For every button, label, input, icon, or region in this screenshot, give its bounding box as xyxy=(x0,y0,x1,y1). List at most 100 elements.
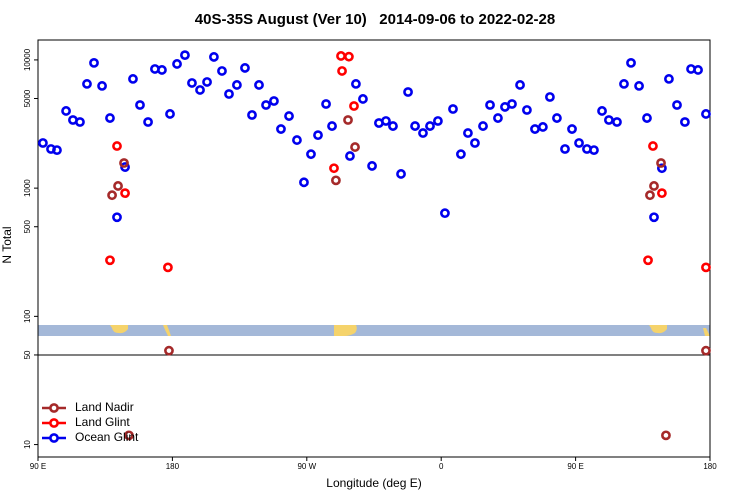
data-point xyxy=(276,124,286,134)
data-point xyxy=(701,109,711,119)
data-point xyxy=(410,121,420,131)
data-point xyxy=(105,255,115,266)
data-point xyxy=(634,81,644,91)
data-point xyxy=(657,188,667,199)
data-point xyxy=(657,163,667,174)
y-tick-label: 500 xyxy=(23,220,32,234)
x-tick-label: 180 xyxy=(703,462,717,471)
data-point xyxy=(75,117,85,127)
data-point xyxy=(261,100,271,110)
data-point xyxy=(232,80,242,90)
data-point xyxy=(403,87,413,97)
data-point xyxy=(209,52,219,62)
data-point xyxy=(124,430,134,441)
data-point xyxy=(164,345,174,356)
y-axis-label: N Total xyxy=(0,226,14,263)
data-point xyxy=(515,80,525,90)
data-point xyxy=(456,149,466,160)
legend-marker xyxy=(49,433,59,443)
data-point xyxy=(597,106,607,116)
data-point xyxy=(119,158,129,168)
x-tick-label: 180 xyxy=(166,462,180,471)
data-point xyxy=(165,109,175,119)
data-point xyxy=(202,77,212,87)
data-point xyxy=(351,79,361,89)
data-point xyxy=(61,106,71,116)
data-point xyxy=(187,78,197,88)
data-point xyxy=(645,190,655,201)
x-axis-label: Longitude (deg E) xyxy=(326,476,421,490)
map-strip xyxy=(38,325,710,336)
data-point xyxy=(470,138,480,148)
legend-label: Land Glint xyxy=(75,415,130,429)
data-point xyxy=(321,99,331,109)
y-tick-label: 100 xyxy=(23,309,32,323)
data-point xyxy=(113,181,123,191)
data-point xyxy=(38,138,48,148)
legend-marker xyxy=(49,418,59,428)
data-point xyxy=(701,262,711,273)
data-point xyxy=(120,188,130,199)
data-point xyxy=(648,141,658,151)
x-tick-label: 0 xyxy=(439,462,444,471)
data-point xyxy=(299,177,309,188)
data-point xyxy=(172,59,182,69)
data-point xyxy=(358,94,368,104)
data-point xyxy=(336,51,346,61)
data-point xyxy=(217,66,227,76)
data-point xyxy=(552,113,562,123)
data-point xyxy=(485,100,495,110)
data-point xyxy=(105,113,115,123)
data-point xyxy=(331,175,341,186)
data-point xyxy=(672,100,682,110)
data-point xyxy=(612,117,622,127)
data-point xyxy=(701,345,711,356)
data-point xyxy=(367,161,377,171)
x-tick-label: 90 E xyxy=(30,462,46,471)
data-point xyxy=(574,138,584,148)
data-point xyxy=(163,262,173,273)
data-point xyxy=(656,158,666,168)
data-point xyxy=(329,163,339,174)
data-point xyxy=(112,141,122,151)
x-tick-label: 90 W xyxy=(297,462,316,471)
data-point xyxy=(478,121,488,131)
data-point xyxy=(425,121,435,131)
data-point xyxy=(649,181,659,191)
data-point xyxy=(643,255,653,266)
data-point xyxy=(143,117,153,127)
data-point xyxy=(649,212,659,223)
data-point xyxy=(693,65,703,75)
data-point xyxy=(418,128,428,138)
data-point xyxy=(240,63,250,73)
data-point xyxy=(344,51,354,62)
data-point xyxy=(350,142,360,152)
data-point xyxy=(157,65,167,75)
data-point xyxy=(345,151,355,161)
data-point xyxy=(180,50,190,61)
data-point xyxy=(327,121,337,131)
data-point xyxy=(642,113,652,123)
legend-label: Ocean Glint xyxy=(75,430,139,444)
data-point xyxy=(560,144,570,154)
data-point xyxy=(254,80,264,90)
data-point xyxy=(349,101,359,111)
legend-label: Land Nadir xyxy=(75,400,134,414)
data-point xyxy=(493,113,503,123)
data-point xyxy=(337,66,347,76)
data-point xyxy=(97,81,107,91)
data-point xyxy=(604,115,614,125)
data-point xyxy=(313,130,323,141)
data-point xyxy=(292,135,302,145)
y-tick-label: 1000 xyxy=(23,179,32,197)
data-point xyxy=(89,57,99,68)
data-point xyxy=(537,122,548,132)
legend-marker xyxy=(49,403,59,413)
data-point xyxy=(343,115,353,125)
data-point xyxy=(589,145,599,155)
data-point xyxy=(52,145,62,155)
y-tick-label: 10000 xyxy=(23,48,32,71)
data-point xyxy=(224,89,234,99)
data-point xyxy=(664,74,674,84)
plot-frame xyxy=(37,39,711,458)
